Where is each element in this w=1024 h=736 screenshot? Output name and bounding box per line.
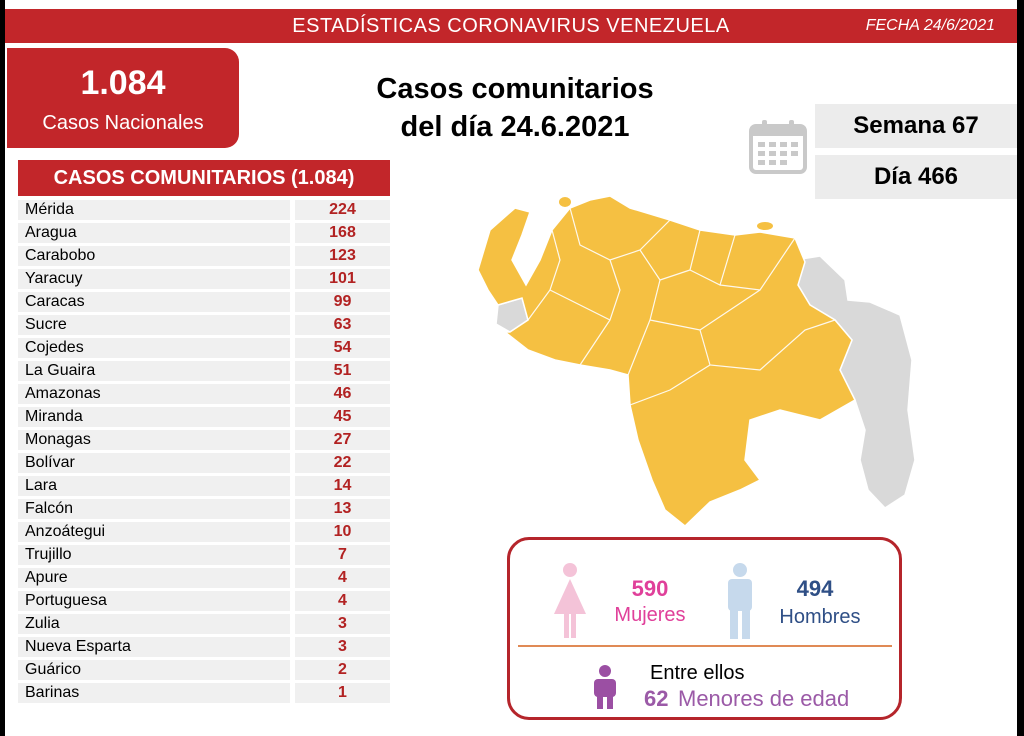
headline-line2: del día 24.6.2021	[400, 111, 630, 143]
women-count: 590	[631, 576, 669, 601]
men-count: 494	[796, 576, 834, 601]
table-row: Portuguesa 4	[18, 590, 390, 613]
map-island	[757, 222, 773, 230]
state-name: La Guaira	[18, 361, 290, 381]
state-cases: 7	[295, 545, 390, 565]
state-cases: 4	[295, 568, 390, 588]
state-cases: 168	[295, 223, 390, 243]
state-name: Lara	[18, 476, 290, 496]
state-cases: 14	[295, 476, 390, 496]
state-cases: 63	[295, 315, 390, 335]
table-row: Miranda 45	[18, 406, 390, 429]
state-name: Barinas	[18, 683, 290, 703]
table-row: Carabobo 123	[18, 245, 390, 268]
national-cases-label: Casos Nacionales	[42, 112, 204, 134]
table-row: Barinas 1	[18, 682, 390, 705]
state-cases: 101	[295, 269, 390, 289]
header-date: FECHA 24/6/2021	[865, 17, 995, 34]
state-cases: 54	[295, 338, 390, 358]
state-name: Sucre	[18, 315, 290, 335]
table-row: Mérida 224	[18, 199, 390, 222]
state-cases: 123	[295, 246, 390, 266]
between-label: Entre ellos	[650, 662, 745, 684]
female-icon	[554, 563, 586, 638]
state-name: Mérida	[18, 200, 290, 220]
table-row: Lara 14	[18, 475, 390, 498]
table-row: Amazonas 46	[18, 383, 390, 406]
state-cases: 99	[295, 292, 390, 312]
table-row: Bolívar 22	[18, 452, 390, 475]
state-name: Monagas	[18, 430, 290, 450]
state-name: Bolívar	[18, 453, 290, 473]
state-cases: 2	[295, 660, 390, 680]
state-name: Amazonas	[18, 384, 290, 404]
state-cases: 3	[295, 637, 390, 657]
state-name: Zulia	[18, 614, 290, 634]
gender-divider	[518, 645, 892, 647]
map-island	[559, 197, 571, 207]
table-row: Zulia 3	[18, 613, 390, 636]
state-name: Cojedes	[18, 338, 290, 358]
week-label: Semana 67	[815, 104, 1017, 148]
cases-table-title: CASOS COMUNITARIOS (1.084)	[18, 160, 390, 196]
table-row: Cojedes 54	[18, 337, 390, 360]
table-row: Anzoátegui 10	[18, 521, 390, 544]
child-icon	[594, 665, 616, 709]
state-name: Guárico	[18, 660, 290, 680]
table-row: Trujillo 7	[18, 544, 390, 567]
headline: Casos comunitarios del día 24.6.2021	[345, 70, 685, 146]
state-name: Miranda	[18, 407, 290, 427]
state-name: Portuguesa	[18, 591, 290, 611]
state-name: Nueva Esparta	[18, 637, 290, 657]
table-row: Aragua 168	[18, 222, 390, 245]
day-label: Día 466	[815, 155, 1017, 199]
state-cases: 46	[295, 384, 390, 404]
cases-table: Mérida 224 Aragua 168 Carabobo 123 Yaracuy 101 C…	[18, 199, 390, 705]
men-label: Hombres	[779, 606, 861, 628]
calendar-icon	[749, 120, 807, 174]
table-row: Sucre 63	[18, 314, 390, 337]
state-name: Aragua	[18, 223, 290, 243]
state-name: Trujillo	[18, 545, 290, 565]
table-row: Monagas 27	[18, 429, 390, 452]
table-row: Guárico 2	[18, 659, 390, 682]
table-row: Nueva Esparta 3	[18, 636, 390, 659]
state-cases: 27	[295, 430, 390, 450]
state-cases: 10	[295, 522, 390, 542]
state-name: Caracas	[18, 292, 290, 312]
state-cases: 13	[295, 499, 390, 519]
table-row: Caracas 99	[18, 291, 390, 314]
state-name: Carabobo	[18, 246, 290, 266]
minors-count: 62	[644, 686, 669, 711]
state-cases: 22	[295, 453, 390, 473]
state-cases: 224	[295, 200, 390, 220]
state-cases: 1	[295, 683, 390, 703]
male-icon	[728, 563, 752, 639]
state-name: Apure	[18, 568, 290, 588]
table-row: Apure 4	[18, 567, 390, 590]
table-row: La Guaira 51	[18, 360, 390, 383]
table-row: Yaracuy 101	[18, 268, 390, 291]
headline-line1: Casos comunitarios	[376, 73, 654, 105]
national-cases-count: 1.084	[80, 64, 166, 102]
national-cases-box: 1.084 Casos Nacionales	[7, 48, 239, 148]
state-name: Anzoátegui	[18, 522, 290, 542]
map-region-active	[477, 195, 856, 527]
infographic: ESTADÍSTICAS CORONAVIRUS VENEZUELA FECHA…	[5, 0, 1017, 736]
table-row: Falcón 13	[18, 498, 390, 521]
header-bar: ESTADÍSTICAS CORONAVIRUS VENEZUELA FECHA…	[5, 9, 1017, 43]
state-cases: 3	[295, 614, 390, 634]
minors-label: Menores de edad	[678, 686, 850, 711]
women-label: Mujeres	[614, 604, 686, 626]
state-name: Yaracuy	[18, 269, 290, 289]
state-cases: 51	[295, 361, 390, 381]
gender-breakdown-box: 590 Mujeres 494 Hombres Entre ellos 62 M…	[507, 537, 902, 720]
state-name: Falcón	[18, 499, 290, 519]
state-cases: 45	[295, 407, 390, 427]
state-cases: 4	[295, 591, 390, 611]
venezuela-map	[477, 195, 916, 527]
header-title: ESTADÍSTICAS CORONAVIRUS VENEZUELA	[292, 15, 730, 37]
